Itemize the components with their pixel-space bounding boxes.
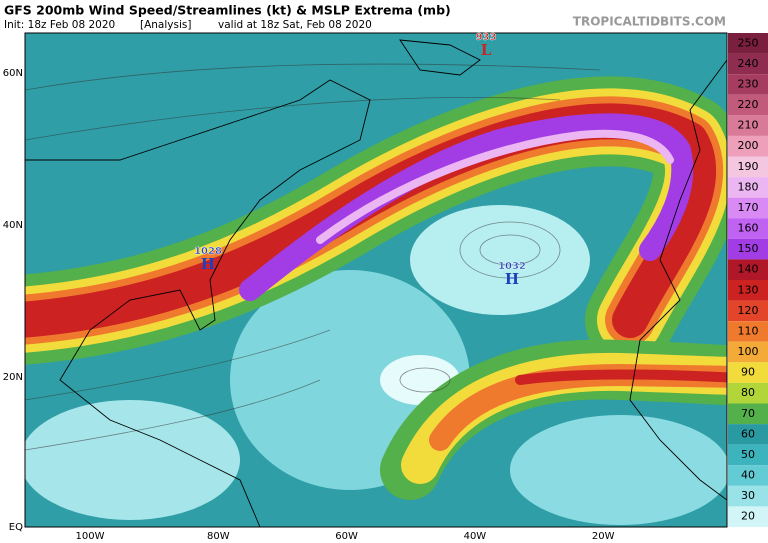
colorbar-swatch bbox=[728, 74, 768, 95]
colorbar-label: 150 bbox=[738, 242, 759, 255]
longitude-labels: 100W 80W 60W 40W 20W bbox=[76, 531, 615, 542]
colorbar-swatch bbox=[728, 382, 768, 404]
colorbar-swatch bbox=[728, 238, 768, 260]
colorbar-label: 40 bbox=[741, 469, 755, 482]
colorbar-label: 110 bbox=[738, 324, 759, 337]
colorbar-swatch bbox=[728, 362, 768, 383]
longitude-label: 80W bbox=[207, 531, 230, 542]
colorbar-label: 80 bbox=[741, 386, 755, 399]
colorbar-swatch bbox=[728, 444, 768, 466]
valid-time: valid at 18z Sat, Feb 08 2020 bbox=[218, 19, 372, 31]
colorbar-swatch bbox=[728, 53, 768, 75]
colorbar-label: 90 bbox=[741, 366, 755, 379]
colorbar-swatch bbox=[728, 280, 768, 301]
watermark: TROPICALTIDBITS.COM bbox=[573, 15, 726, 29]
latitude-label: 20N bbox=[3, 372, 23, 383]
colorbar-swatch bbox=[728, 33, 768, 54]
colorbar-swatch bbox=[728, 115, 768, 136]
colorbar-swatch bbox=[728, 403, 768, 425]
pressure-symbol: L bbox=[481, 41, 492, 59]
colorbar-label: 20 bbox=[741, 510, 755, 523]
latitude-label: EQ bbox=[9, 522, 23, 533]
map bbox=[24, 32, 728, 528]
pressure-symbol: H bbox=[201, 255, 215, 273]
colorbar-swatch bbox=[728, 424, 768, 445]
pressure-symbol: H bbox=[505, 270, 519, 288]
colorbar: 250 240 230 220 210 200 190 180 170 160 150 140 130 1… bbox=[728, 33, 768, 527]
colorbar-swatch bbox=[728, 321, 768, 342]
colorbar-swatch bbox=[728, 197, 768, 219]
latitude-label: 40N bbox=[3, 220, 23, 231]
colorbar-swatch bbox=[728, 218, 768, 239]
colorbar-label: 230 bbox=[738, 77, 759, 90]
colorbar-swatch bbox=[728, 506, 768, 527]
colorbar-swatch bbox=[728, 465, 768, 486]
colorbar-swatch bbox=[728, 485, 768, 507]
colorbar-label: 190 bbox=[738, 160, 759, 173]
run-label: [Analysis] bbox=[140, 19, 191, 31]
colorbar-label: 30 bbox=[741, 489, 755, 502]
title: GFS 200mb Wind Speed/Streamlines (kt) & … bbox=[4, 3, 451, 18]
longitude-label: 60W bbox=[335, 531, 358, 542]
colorbar-label: 50 bbox=[741, 448, 755, 461]
colorbar-label: 240 bbox=[738, 57, 759, 70]
colorbar-swatch bbox=[728, 300, 768, 322]
colorbar-label: 180 bbox=[738, 180, 759, 193]
longitude-label: 100W bbox=[76, 531, 105, 542]
colorbar-label: 220 bbox=[738, 98, 759, 111]
longitude-label: 40W bbox=[464, 531, 487, 542]
colorbar-label: 120 bbox=[738, 304, 759, 317]
colorbar-label: 140 bbox=[738, 263, 759, 276]
colorbar-swatch bbox=[728, 135, 768, 157]
colorbar-label: 70 bbox=[741, 407, 755, 420]
colorbar-label: 210 bbox=[738, 119, 759, 132]
colorbar-label: 170 bbox=[738, 201, 759, 214]
colorbar-label: 130 bbox=[738, 283, 759, 296]
longitude-label: 20W bbox=[592, 531, 615, 542]
colorbar-label: 200 bbox=[738, 139, 759, 152]
colorbar-label: 160 bbox=[738, 222, 759, 235]
colorbar-label: 60 bbox=[741, 427, 755, 440]
colorbar-swatch bbox=[728, 341, 768, 363]
latitude-labels: 60N 40N 20N EQ bbox=[3, 68, 23, 533]
pressure-value: 1032 bbox=[498, 261, 526, 272]
colorbar-label: 100 bbox=[738, 345, 759, 358]
pressure-value: 1028 bbox=[194, 246, 222, 257]
colorbar-swatch bbox=[728, 177, 768, 198]
init-time: Init: 18z Feb 08 2020 bbox=[4, 19, 115, 31]
colorbar-swatch bbox=[728, 156, 768, 178]
colorbar-label: 250 bbox=[738, 36, 759, 49]
colorbar-swatch bbox=[728, 259, 768, 280]
latitude-label: 60N bbox=[3, 68, 23, 79]
pressure-value: 933 bbox=[476, 32, 497, 43]
colorbar-swatch bbox=[728, 94, 768, 116]
